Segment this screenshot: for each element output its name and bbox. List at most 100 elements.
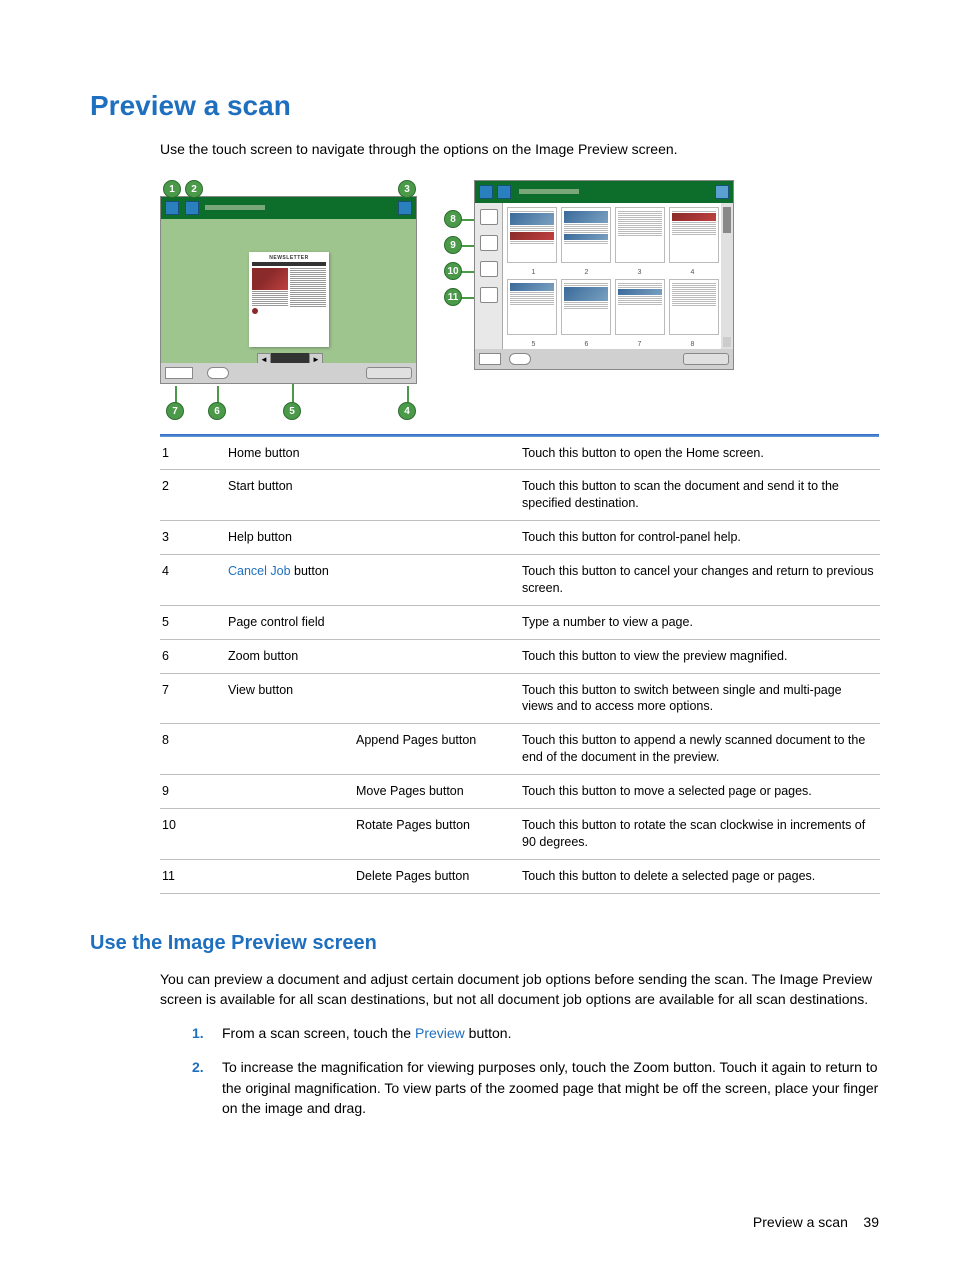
table-row: 3Help button Touch this button for contro… bbox=[160, 521, 880, 555]
legend-name-2: Append Pages button bbox=[354, 724, 520, 775]
legend-desc: Touch this button to open the Home scree… bbox=[520, 437, 880, 470]
table-row: 1Home button Touch this button to open th… bbox=[160, 437, 880, 470]
ss-titlebar-right bbox=[475, 181, 733, 203]
table-row: 5Page control field Type a number to view… bbox=[160, 605, 880, 639]
zoom-button-mock bbox=[509, 353, 531, 365]
table-row: 10 Rotate Pages buttonTouch this button t… bbox=[160, 808, 880, 859]
legend-name: Home button bbox=[226, 437, 354, 470]
legend-name-2 bbox=[354, 470, 520, 521]
move-pages-icon bbox=[480, 235, 498, 251]
legend-table: 1Home button Touch this button to open th… bbox=[160, 437, 880, 894]
legend-name-2 bbox=[354, 521, 520, 555]
legend-name: Page control field bbox=[226, 605, 354, 639]
help-icon bbox=[398, 201, 412, 215]
ss-left-body: NEWSLETTER bbox=[160, 196, 417, 384]
legend-name bbox=[226, 775, 354, 809]
view-button-mock bbox=[479, 353, 501, 365]
callout-badge-6: 6 bbox=[208, 402, 226, 420]
legend-desc: Touch this button to cancel your changes… bbox=[520, 555, 880, 606]
legend-index: 9 bbox=[160, 775, 226, 809]
table-row: 7View button Touch this button to switch … bbox=[160, 673, 880, 724]
legend-name: Help button bbox=[226, 521, 354, 555]
legend-index: 1 bbox=[160, 437, 226, 470]
legend-name-2 bbox=[354, 437, 520, 470]
legend-index: 7 bbox=[160, 673, 226, 724]
thumb-labels-1: 1 2 3 4 bbox=[507, 269, 719, 276]
callout-badge-2: 2 bbox=[185, 180, 203, 198]
screenshot-multi-view: 1 2 3 4 5 6 7 8 891011 bbox=[444, 180, 744, 380]
help-icon bbox=[715, 185, 729, 199]
screenshot-single-view: NEWSLETTER bbox=[160, 180, 420, 420]
legend-name-2 bbox=[354, 605, 520, 639]
append-pages-icon bbox=[480, 209, 498, 225]
table-row: 8Append Pages buttonTouch this button to… bbox=[160, 724, 880, 775]
legend-desc: Touch this button to view the preview ma… bbox=[520, 639, 880, 673]
cancel-button-mock bbox=[366, 367, 412, 379]
callout-badge-11: 11 bbox=[444, 288, 462, 306]
table-row: 9 Move Pages buttonTouch this button to m… bbox=[160, 775, 880, 809]
rotate-pages-icon bbox=[480, 261, 498, 277]
legend-index: 11 bbox=[160, 859, 226, 893]
footer-page-number: 39 bbox=[863, 1214, 879, 1230]
callout-badge-3: 3 bbox=[398, 180, 416, 198]
legend-name-2 bbox=[354, 555, 520, 606]
preview-page: NEWSLETTER bbox=[249, 252, 329, 347]
thumb-labels-2: 5 6 7 8 bbox=[507, 341, 719, 348]
callout-badge-9: 9 bbox=[444, 236, 462, 254]
legend-index: 3 bbox=[160, 521, 226, 555]
legend-name bbox=[226, 859, 354, 893]
legend-name: View button bbox=[226, 673, 354, 724]
ss-bottombar bbox=[161, 363, 416, 383]
list-item: To increase the magnification for viewin… bbox=[192, 1057, 879, 1118]
legend-index: 5 bbox=[160, 605, 226, 639]
table-row: 6Zoom buttonTouch this button to view th… bbox=[160, 639, 880, 673]
legend-desc: Type a number to view a page. bbox=[520, 605, 880, 639]
table-row: 2Start buttonTouch this button to scan t… bbox=[160, 470, 880, 521]
view-button-mock bbox=[165, 367, 193, 379]
intro-text: Use the touch screen to navigate through… bbox=[160, 140, 879, 160]
thumb-row-2 bbox=[507, 279, 719, 335]
callout-badge-4: 4 bbox=[398, 402, 416, 420]
legend-name: Zoom button bbox=[226, 639, 354, 673]
callout-badge-10: 10 bbox=[444, 262, 462, 280]
legend-name bbox=[226, 724, 354, 775]
legend-name-2: Move Pages button bbox=[354, 775, 520, 809]
ss-bottombar-right bbox=[475, 349, 733, 369]
legend-name: Cancel Job button bbox=[226, 555, 354, 606]
legend-desc: Touch this button for control-panel help… bbox=[520, 521, 880, 555]
legend-index: 2 bbox=[160, 470, 226, 521]
right-sidebar bbox=[475, 203, 503, 349]
table-row: 11 Delete Pages buttonTouch this button t… bbox=[160, 859, 880, 893]
callout-badge-7: 7 bbox=[166, 402, 184, 420]
legend-index: 10 bbox=[160, 808, 226, 859]
home-icon bbox=[165, 201, 179, 215]
start-icon bbox=[497, 185, 511, 199]
legend-index: 4 bbox=[160, 555, 226, 606]
legend-name-2 bbox=[354, 639, 520, 673]
page-footer: Preview a scan 39 bbox=[753, 1214, 879, 1230]
zoom-button-mock bbox=[207, 367, 229, 379]
legend-name bbox=[226, 808, 354, 859]
callout-badge-1: 1 bbox=[163, 180, 181, 198]
legend-name: Start button bbox=[226, 470, 354, 521]
figure-row: NEWSLETTER bbox=[160, 180, 879, 420]
body-paragraph: You can preview a document and adjust ce… bbox=[160, 969, 879, 1010]
legend-name-2: Rotate Pages button bbox=[354, 808, 520, 859]
start-icon bbox=[185, 201, 199, 215]
callout-badge-5: 5 bbox=[283, 402, 301, 420]
steps-list: From a scan screen, touch the Preview bu… bbox=[192, 1023, 879, 1118]
legend-desc: Touch this button to delete a selected p… bbox=[520, 859, 880, 893]
delete-pages-icon bbox=[480, 287, 498, 303]
cancel-job-link: Cancel Job bbox=[228, 564, 291, 578]
sub-title: Use the Image Preview screen bbox=[90, 932, 879, 955]
thumb-row-1 bbox=[507, 207, 719, 263]
legend-desc: Touch this button to switch between sing… bbox=[520, 673, 880, 724]
legend-name-2: Delete Pages button bbox=[354, 859, 520, 893]
legend-index: 8 bbox=[160, 724, 226, 775]
cancel-button-mock bbox=[683, 353, 729, 365]
preview-link: Preview bbox=[415, 1025, 465, 1041]
ss-right-body: 1 2 3 4 5 6 7 8 bbox=[474, 180, 734, 370]
scrollbar bbox=[721, 203, 733, 349]
legend-desc: Touch this button to move a selected pag… bbox=[520, 775, 880, 809]
legend-desc: Touch this button to rotate the scan clo… bbox=[520, 808, 880, 859]
